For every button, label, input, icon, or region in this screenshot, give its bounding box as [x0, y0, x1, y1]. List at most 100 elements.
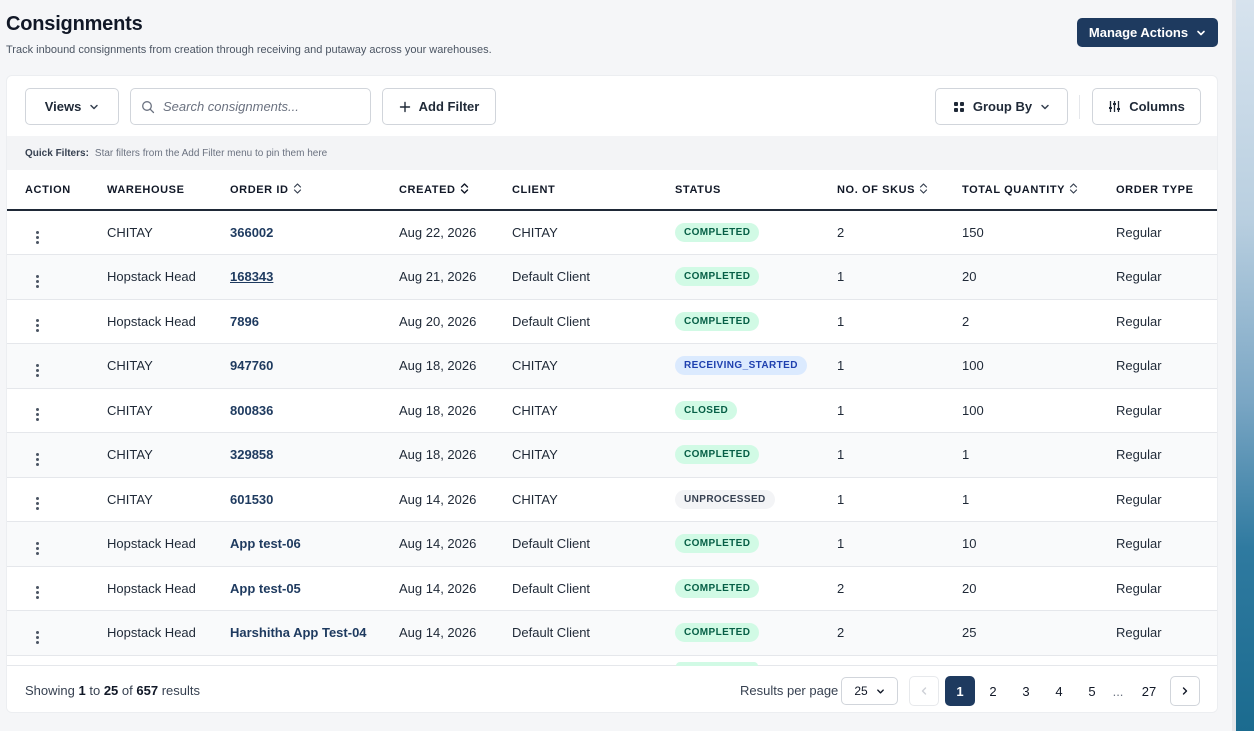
page-button-5[interactable]: 5 [1088, 683, 1096, 699]
row-action-cell [7, 432, 107, 478]
order-id-link[interactable]: 7896 [230, 313, 259, 329]
column-header-client[interactable]: CLIENT [512, 170, 675, 211]
order-id-link[interactable]: App test-06 [230, 536, 301, 552]
search-box[interactable] [130, 88, 371, 125]
table-row[interactable]: Hopstack Head App test-05 Aug 14, 2026 D… [7, 566, 1217, 611]
skus-cell: 1 [837, 521, 962, 567]
created-cell: Aug 20, 2026 [399, 299, 512, 344]
row-action-cell [7, 299, 107, 344]
table-row[interactable]: CHITAY 601530 Aug 14, 2026 CHITAY UNPROC… [7, 477, 1217, 522]
page-button-27[interactable]: 27 [1141, 683, 1157, 699]
quantity-cell: 100 [962, 388, 1116, 433]
table-row[interactable]: Hopstack Head App test-06 Aug 14, 2026 D… [7, 521, 1217, 567]
status-badge: COMPLETED [675, 623, 760, 643]
page-button-4[interactable]: 4 [1055, 683, 1063, 699]
order-id-link[interactable]: 168343 [230, 269, 274, 285]
group-by-button[interactable]: Group By [935, 88, 1068, 125]
column-header-order-type[interactable]: ORDER TYPE [1116, 170, 1217, 211]
order-id-link[interactable]: 947760 [230, 358, 274, 374]
more-vertical-icon[interactable] [36, 541, 39, 555]
more-vertical-icon[interactable] [36, 319, 39, 333]
sort-icon[interactable] [1069, 182, 1078, 197]
order-id-cell: 800836 [230, 388, 399, 433]
sort-icon[interactable] [460, 182, 469, 197]
table-body: CHITAY 366002 Aug 22, 2026 CHITAY COMPLE… [7, 210, 1217, 656]
column-header-total-quantity[interactable]: TOTAL QUANTITY [962, 170, 1116, 211]
columns-button[interactable]: Columns [1092, 88, 1201, 125]
sort-icon[interactable] [919, 182, 928, 197]
table-row[interactable]: CHITAY 800836 Aug 18, 2026 CHITAY CLOSED… [7, 388, 1217, 433]
previous-page-button[interactable] [909, 676, 939, 706]
next-page-button[interactable] [1170, 676, 1200, 706]
quantity-cell: 1 [962, 477, 1116, 522]
background-window-edge [1232, 0, 1254, 731]
per-page-value: 25 [854, 684, 868, 698]
column-header-order-id[interactable]: ORDER ID [230, 170, 399, 211]
page-button-1[interactable]: 1 [945, 676, 975, 706]
created-cell: Aug 14, 2026 [399, 566, 512, 611]
more-vertical-icon[interactable] [36, 408, 39, 422]
views-button[interactable]: Views [25, 88, 119, 125]
partially-visible-badge [676, 662, 758, 666]
order-type-cell: Regular [1116, 254, 1217, 300]
status-cell: UNPROCESSED [675, 477, 837, 522]
column-header-skus[interactable]: NO. OF SKUS [837, 170, 962, 211]
search-icon [141, 100, 155, 114]
table-row[interactable]: Hopstack Head 7896 Aug 20, 2026 Default … [7, 299, 1217, 344]
order-id-link[interactable]: App test-05 [230, 580, 301, 596]
table-row[interactable]: Hopstack Head Harshitha App Test-04 Aug … [7, 610, 1217, 656]
table-row[interactable]: CHITAY 366002 Aug 22, 2026 CHITAY COMPLE… [7, 210, 1217, 255]
total-results: 657 [136, 683, 159, 698]
results-per-page-select[interactable]: 25 [841, 677, 898, 705]
more-vertical-icon[interactable] [36, 274, 39, 288]
quantity-cell: 150 [962, 210, 1116, 255]
client-cell: CHITAY [512, 432, 675, 478]
range-end: 25 [103, 683, 119, 698]
created-cell: Aug 18, 2026 [399, 388, 512, 433]
quantity-cell: 100 [962, 343, 1116, 389]
page-button-2[interactable]: 2 [989, 683, 997, 699]
status-cell: CLOSED [675, 388, 837, 433]
columns-label: Columns [1129, 99, 1185, 114]
order-id-link[interactable]: 601530 [230, 491, 274, 507]
add-filter-button[interactable]: Add Filter [382, 88, 496, 125]
table-row[interactable]: CHITAY 329858 Aug 18, 2026 CHITAY COMPLE… [7, 432, 1217, 478]
table-toolbar: Views Add Filter [7, 76, 1217, 136]
order-id-link[interactable]: Harshitha App Test-04 [230, 625, 367, 641]
more-vertical-icon[interactable] [36, 630, 39, 644]
manage-actions-button[interactable]: Manage Actions [1077, 18, 1218, 47]
order-id-link[interactable]: 329858 [230, 447, 274, 463]
table-header-row: ACTION WAREHOUSE ORDER ID CREATED CLIENT… [7, 170, 1217, 211]
column-header-warehouse[interactable]: WAREHOUSE [107, 170, 230, 211]
created-cell: Aug 14, 2026 [399, 477, 512, 522]
more-vertical-icon[interactable] [36, 363, 39, 377]
views-label: Views [44, 99, 82, 114]
more-vertical-icon[interactable] [36, 497, 39, 511]
client-cell: CHITAY [512, 343, 675, 389]
order-id-link[interactable]: 800836 [230, 402, 274, 418]
search-input[interactable] [163, 99, 353, 114]
more-vertical-icon[interactable] [36, 230, 39, 244]
warehouse-cell: Hopstack Head [107, 521, 230, 567]
table-row[interactable]: CHITAY 947760 Aug 18, 2026 CHITAY RECEIV… [7, 343, 1217, 389]
column-header-status[interactable]: STATUS [675, 170, 837, 211]
order-type-cell: Regular [1116, 521, 1217, 567]
table-row[interactable]: Hopstack Head 168343 Aug 21, 2026 Defaul… [7, 254, 1217, 300]
order-type-cell: Regular [1116, 210, 1217, 255]
more-vertical-icon[interactable] [36, 586, 39, 600]
warehouse-cell: CHITAY [107, 477, 230, 522]
order-id-link[interactable]: 366002 [230, 225, 274, 240]
order-type-cell: Regular [1116, 566, 1217, 611]
sort-icon[interactable] [293, 182, 302, 197]
skus-cell: 1 [837, 299, 962, 344]
skus-cell: 2 [837, 566, 962, 611]
column-header-created[interactable]: CREATED [399, 170, 512, 211]
more-vertical-icon[interactable] [36, 452, 39, 466]
row-action-cell [7, 254, 107, 300]
page-ellipsis: ... [1112, 683, 1124, 699]
column-header-action: ACTION [7, 170, 107, 211]
order-type-cell: Regular [1116, 477, 1217, 522]
page-button-3[interactable]: 3 [1022, 683, 1030, 699]
row-action-cell [7, 210, 107, 255]
order-type-cell: Regular [1116, 343, 1217, 389]
